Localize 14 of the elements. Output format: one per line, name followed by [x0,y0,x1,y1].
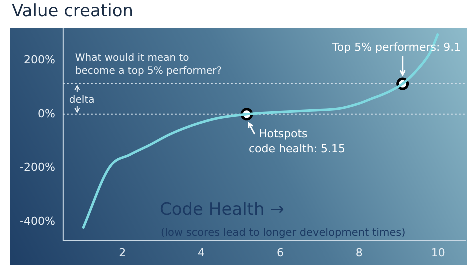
y-tick-label: 200% [24,54,56,67]
y-tick-label: -400% [20,214,56,228]
x-tick-label: 4 [198,246,206,260]
x-tick-label: 8 [356,246,363,260]
y-tick-label: -200% [20,161,56,174]
annotation: Top 5% performers: 9.1 [332,41,462,54]
x-tick-label: 10 [431,246,446,260]
annotation: Hotspots code health: 5.15 [248,127,346,156]
x-tick-label: 2 [119,246,126,260]
annotation: What would it mean to become a top 5% performer? [75,53,222,77]
chart-title: Value creation [12,2,134,22]
y-tick-label: 0% [38,107,56,120]
annotation: delta [69,95,95,106]
x-tick-label: 6 [276,246,284,260]
